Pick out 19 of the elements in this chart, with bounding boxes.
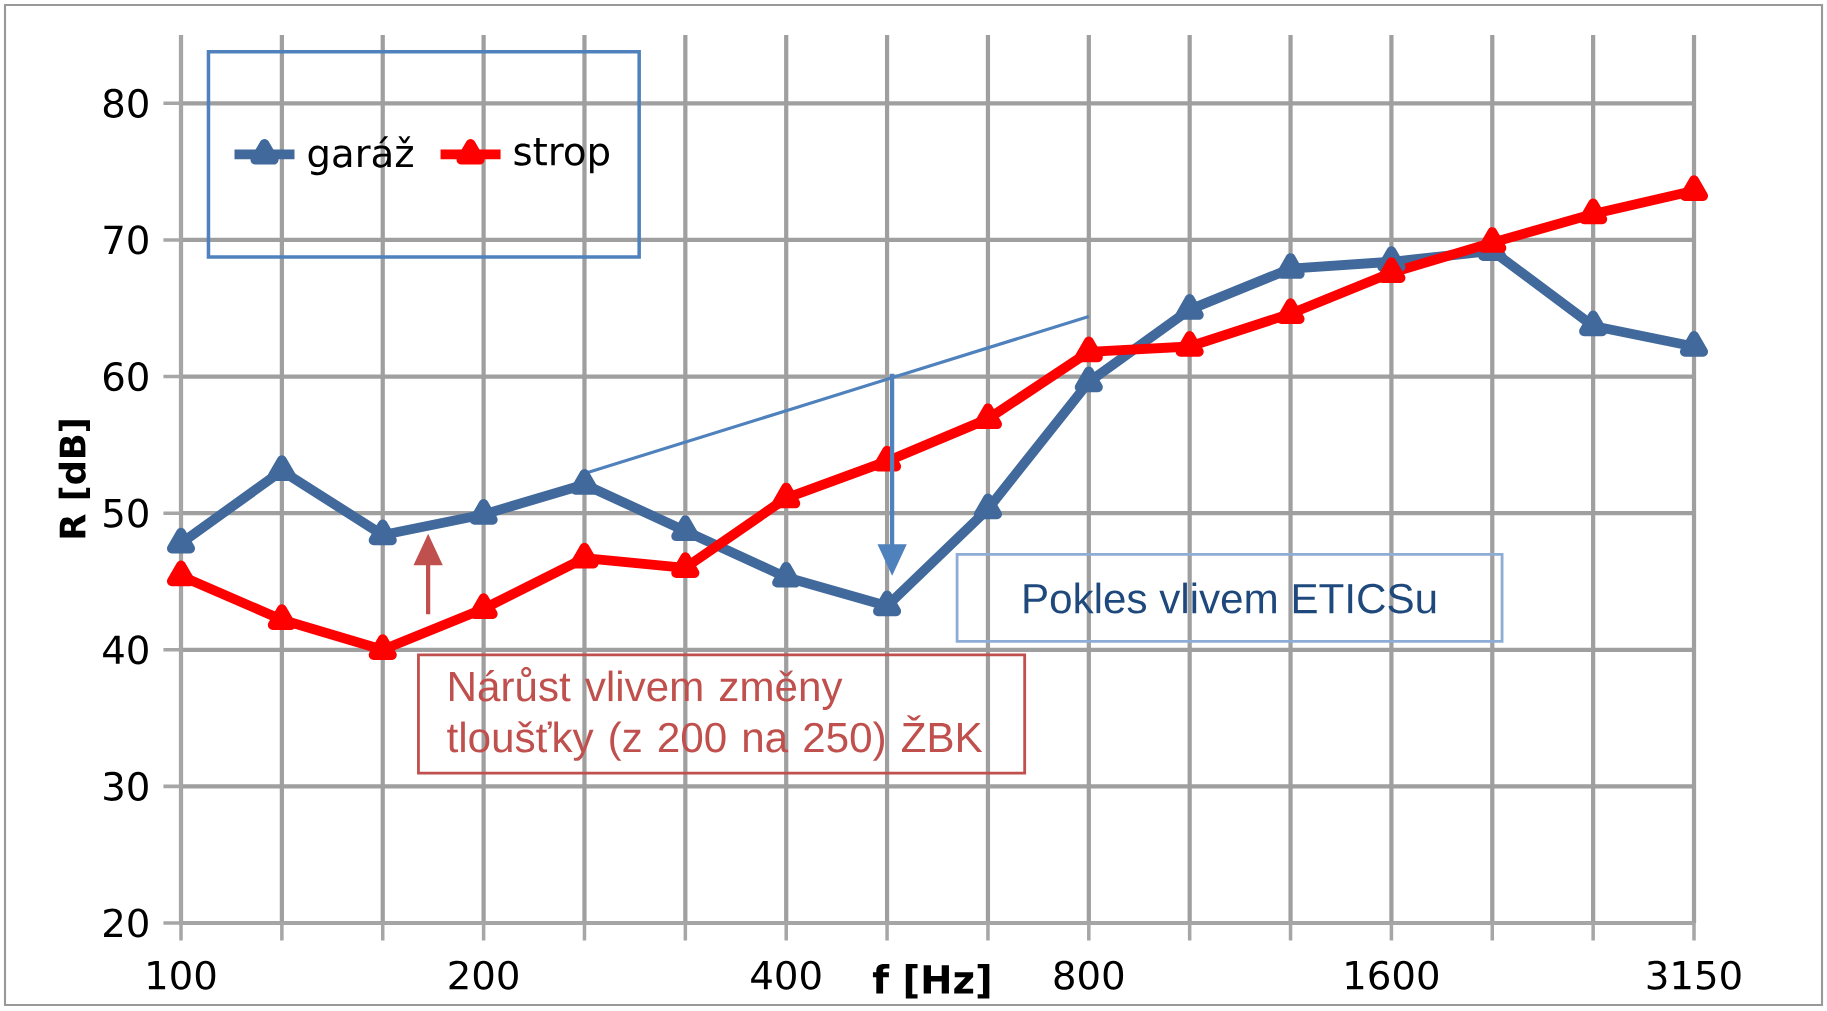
y-axis-title: R [dB]: [58, 420, 90, 538]
y-tick-label: 30: [104, 771, 148, 802]
annotation: Pokles vlivem ETICSu: [1024, 582, 1436, 614]
y-tick-label: 70: [104, 225, 148, 255]
annotation: Nárůst vlivem změny tloušťky (z 200 na 250) ŽBK: [447, 667, 983, 761]
x-tick-label: 400: [751, 960, 821, 990]
x-tick-label: 200: [449, 960, 518, 990]
y-tick-label: 50: [104, 498, 148, 528]
x-tick-label: 800: [1054, 960, 1124, 990]
legend-label: garáž: [308, 136, 413, 176]
y-tick-label: 60: [103, 362, 148, 392]
x-tick-label: 3150: [1647, 960, 1741, 990]
y-tick-label: 80: [103, 88, 148, 118]
x-tick-label: 1600: [1346, 960, 1438, 990]
x-axis-title: f [Hz]: [872, 964, 990, 999]
x-tick-label: 100: [148, 960, 216, 990]
y-tick-label: 20: [104, 908, 148, 938]
legend-label: strop: [514, 138, 609, 174]
y-tick-label: 40: [103, 635, 148, 665]
